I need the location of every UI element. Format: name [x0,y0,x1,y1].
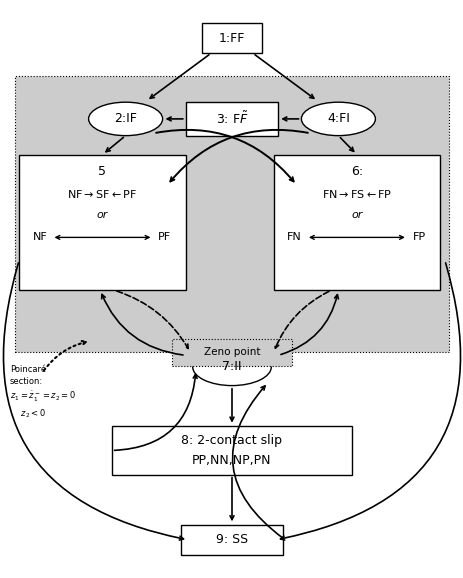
FancyArrowPatch shape [275,291,328,348]
Text: FP: FP [412,232,425,242]
Text: NF$\rightarrow$SF$\leftarrow$PF: NF$\rightarrow$SF$\leftarrow$PF [67,188,137,200]
FancyArrowPatch shape [280,263,460,540]
Text: or: or [350,210,362,220]
FancyArrowPatch shape [44,341,86,370]
Text: PF: PF [158,232,171,242]
Text: NF: NF [32,232,47,242]
FancyBboxPatch shape [19,155,185,290]
Text: 4:FI: 4:FI [326,112,349,125]
FancyArrowPatch shape [116,291,188,349]
Text: 9: SS: 9: SS [215,533,248,546]
FancyArrowPatch shape [150,55,208,98]
FancyBboxPatch shape [273,155,439,290]
FancyArrowPatch shape [3,263,183,540]
FancyBboxPatch shape [201,23,262,53]
FancyArrowPatch shape [101,294,182,355]
Text: 8: 2-contact slip: 8: 2-contact slip [181,434,282,447]
FancyBboxPatch shape [181,525,282,555]
FancyArrowPatch shape [282,117,298,121]
FancyArrowPatch shape [255,55,313,98]
Text: or: or [97,210,108,220]
Ellipse shape [192,348,271,386]
FancyBboxPatch shape [171,339,292,366]
Text: PP,NN,NP,PN: PP,NN,NP,PN [192,454,271,468]
FancyArrowPatch shape [230,477,233,520]
Text: Poincaré
section:
$z_1=\dot{z}_1^-=z_2=0$
    $z_2<0$: Poincaré section: $z_1=\dot{z}_1^-=z_2=0… [10,365,76,420]
FancyArrowPatch shape [106,138,123,151]
FancyArrowPatch shape [230,388,233,421]
FancyArrowPatch shape [114,375,197,450]
FancyBboxPatch shape [185,102,278,136]
FancyArrowPatch shape [339,138,353,151]
Text: 6:: 6: [350,165,362,177]
FancyBboxPatch shape [112,426,351,475]
FancyArrowPatch shape [170,130,307,181]
Text: 5: 5 [98,165,106,177]
FancyArrowPatch shape [280,295,338,354]
Text: FN: FN [287,232,301,242]
FancyBboxPatch shape [14,76,449,353]
Ellipse shape [88,102,162,136]
Text: FN$\rightarrow$FS$\leftarrow$FP: FN$\rightarrow$FS$\leftarrow$FP [321,188,391,200]
FancyArrowPatch shape [232,386,282,538]
Ellipse shape [301,102,375,136]
Text: 3: F$\tilde{F}$: 3: F$\tilde{F}$ [215,111,248,127]
FancyArrowPatch shape [167,117,182,121]
Text: 1:FF: 1:FF [219,32,244,45]
Text: Zeno point: Zeno point [203,347,260,357]
FancyArrowPatch shape [156,130,293,181]
Text: 2:IF: 2:IF [114,112,137,125]
Text: 7:II: 7:II [222,360,241,373]
